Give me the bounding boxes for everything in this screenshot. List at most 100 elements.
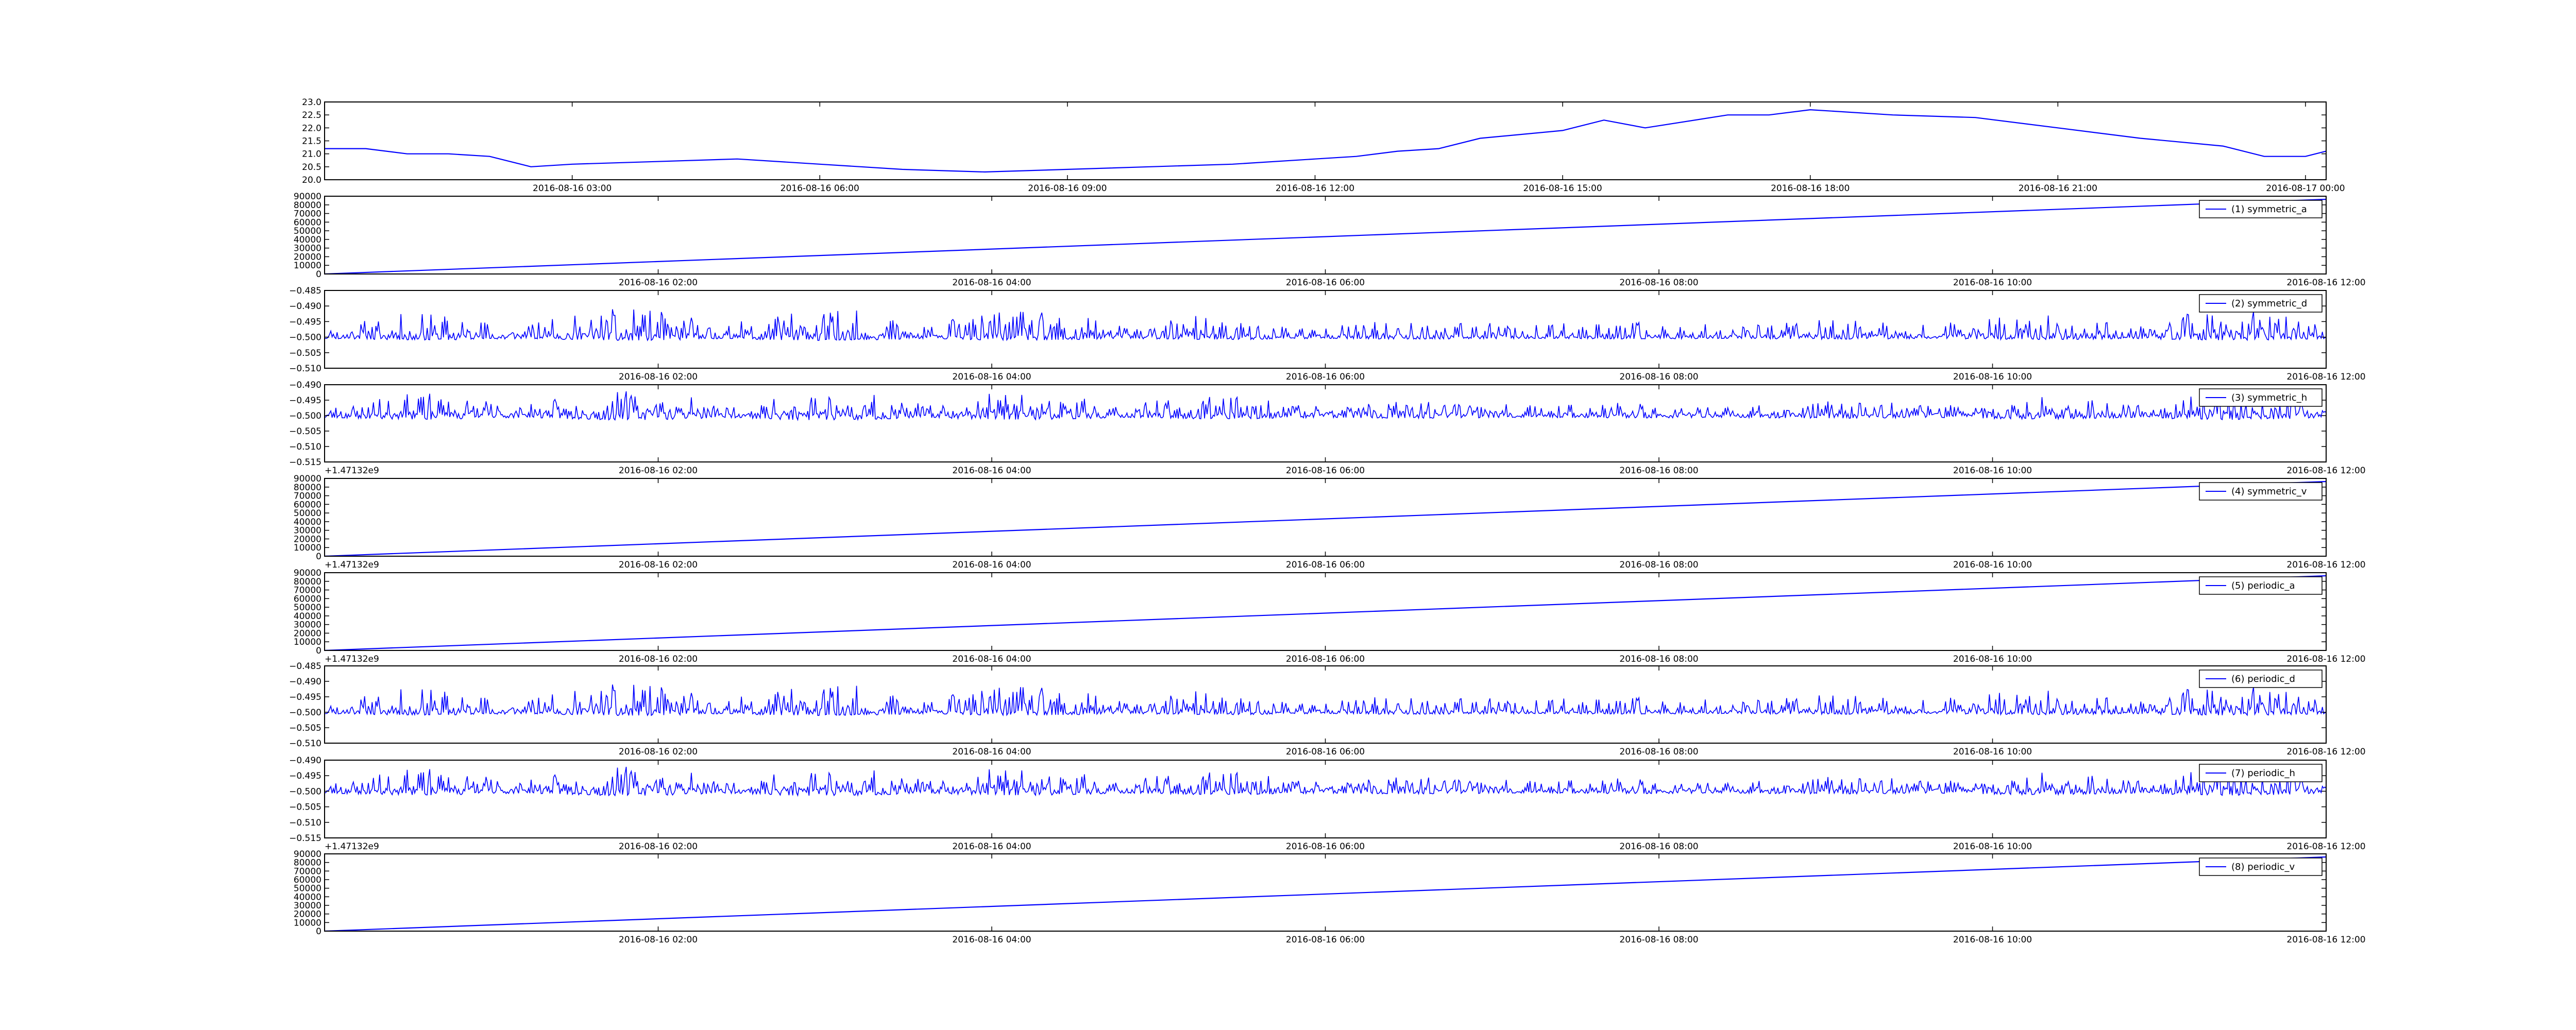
y-tick-label: −0.495 — [289, 692, 321, 702]
x-tick-label: 2016-08-16 06:00 — [1286, 372, 1365, 382]
y-tick-label: 0 — [316, 552, 321, 562]
series-line-symmetric_v — [324, 480, 2327, 557]
x-tick-label: 2016-08-16 06:00 — [781, 183, 859, 194]
y-tick-label: 21.5 — [302, 136, 321, 147]
y-tick-label: −0.490 — [289, 380, 321, 390]
x-tick-label: 2016-08-16 10:00 — [1953, 654, 2032, 664]
x-tick-label: 2016-08-16 04:00 — [952, 935, 1031, 945]
x-tick-label: 2016-08-16 10:00 — [1953, 747, 2032, 757]
legend-label: (7) periodic_h — [2231, 768, 2295, 779]
x-tick-label: 2016-08-16 21:00 — [2019, 183, 2097, 194]
legend-label: (6) periodic_d — [2231, 674, 2295, 684]
y-tick-label: 0 — [316, 269, 321, 280]
x-tick-label: 2016-08-16 06:00 — [1286, 747, 1365, 757]
legend: (8) periodic_v — [2199, 857, 2323, 876]
y-tick-label: −0.490 — [289, 756, 321, 766]
y-tick-label: 80000 — [294, 200, 321, 211]
x-offset-label: +1.47132e9 — [325, 654, 379, 664]
y-tick-label: 30000 — [294, 901, 321, 911]
legend-label: (1) symmetric_a — [2231, 204, 2307, 215]
subplot-periodic_v: 0100002000030000400005000060000700008000… — [294, 849, 2366, 945]
x-tick-label: 2016-08-16 08:00 — [1619, 935, 1698, 945]
y-tick-label: 22.0 — [302, 123, 321, 133]
x-tick-label: 2016-08-16 12:00 — [2286, 654, 2365, 664]
y-tick-label: 20000 — [294, 534, 321, 544]
x-tick-label: 2016-08-16 04:00 — [952, 842, 1031, 852]
x-offset-label: +1.47132e9 — [325, 560, 379, 570]
series-line-periodic_h — [324, 766, 2327, 797]
x-tick-label: 2016-08-16 02:00 — [619, 935, 698, 945]
axes-frame — [324, 760, 2327, 838]
legend: (5) periodic_a — [2199, 576, 2323, 595]
x-tick-label: 2016-08-16 08:00 — [1619, 747, 1698, 757]
x-tick-label: 2016-08-16 06:00 — [1286, 560, 1365, 570]
legend-label: (8) periodic_v — [2231, 862, 2295, 872]
x-tick-label: 2016-08-16 18:00 — [1771, 183, 1850, 194]
y-tick-label: 90000 — [294, 474, 321, 484]
y-tick-label: 50000 — [294, 603, 321, 613]
y-tick-label: −0.515 — [289, 457, 321, 468]
y-tick-label: −0.485 — [289, 286, 321, 296]
y-tick-label: 90000 — [294, 568, 321, 578]
y-tick-label: 40000 — [294, 611, 321, 622]
axes-frame — [324, 384, 2327, 462]
x-tick-label: 2016-08-16 06:00 — [1286, 466, 1365, 476]
y-tick-label: −0.510 — [289, 818, 321, 828]
y-tick-label: 60000 — [294, 594, 321, 604]
series-line-symmetric_a — [324, 198, 2327, 275]
x-tick-label: 2016-08-16 08:00 — [1619, 842, 1698, 852]
series-line-symmetric_h — [324, 391, 2327, 421]
subplot-periodic_a: 0100002000030000400005000060000700008000… — [294, 568, 2366, 664]
y-tick-label: −0.505 — [289, 348, 321, 358]
y-tick-label: 50000 — [294, 226, 321, 236]
y-tick-label: −0.500 — [289, 411, 321, 421]
legend: (2) symmetric_d — [2199, 294, 2323, 313]
x-tick-label: 2016-08-17 00:00 — [2266, 183, 2345, 194]
legend: (1) symmetric_a — [2199, 200, 2323, 218]
y-tick-label: 40000 — [294, 517, 321, 527]
y-tick-label: 50000 — [294, 884, 321, 894]
y-tick-label: −0.510 — [289, 364, 321, 374]
y-tick-label: 10000 — [294, 261, 321, 271]
x-tick-label: 2016-08-16 02:00 — [619, 747, 698, 757]
x-tick-label: 2016-08-16 12:00 — [2286, 747, 2365, 757]
x-tick-label: 2016-08-16 10:00 — [1953, 278, 2032, 288]
y-tick-label: 10000 — [294, 637, 321, 647]
y-tick-label: 40000 — [294, 235, 321, 245]
y-tick-label: −0.505 — [289, 802, 321, 813]
x-tick-label: 2016-08-16 02:00 — [619, 654, 698, 664]
y-tick-label: 20.5 — [302, 162, 321, 173]
x-tick-label: 2016-08-16 10:00 — [1953, 560, 2032, 570]
y-tick-label: 20000 — [294, 628, 321, 639]
x-tick-label: 2016-08-16 08:00 — [1619, 466, 1698, 476]
x-tick-label: 2016-08-16 04:00 — [952, 278, 1031, 288]
subplot-periodic_h: −0.515 −0.510 −0.505 −0.500 −0.495 −0.490 2016… — [289, 756, 2366, 852]
legend-label: (2) symmetric_d — [2231, 298, 2307, 309]
y-tick-label: −0.510 — [289, 739, 321, 749]
y-tick-label: 30000 — [294, 244, 321, 254]
x-tick-label: 2016-08-16 10:00 — [1953, 372, 2032, 382]
y-tick-label: 0 — [316, 926, 321, 937]
x-tick-label: 2016-08-16 12:00 — [2286, 560, 2365, 570]
x-tick-label: 2016-08-16 12:00 — [2286, 935, 2365, 945]
y-tick-label: 23.0 — [302, 97, 321, 108]
y-tick-label: 30000 — [294, 620, 321, 630]
subplot-symmetric_d: −0.510 −0.505 −0.500 −0.495 −0.490 −0.485 2016… — [289, 286, 2366, 382]
legend-label: (4) symmetric_v — [2231, 486, 2307, 497]
y-tick-label: 80000 — [294, 858, 321, 868]
legend: (4) symmetric_v — [2199, 482, 2323, 501]
x-tick-label: 2016-08-16 03:00 — [533, 183, 612, 194]
y-tick-label: −0.505 — [289, 426, 321, 437]
x-tick-label: 2016-08-16 12:00 — [2286, 372, 2365, 382]
x-tick-label: 2016-08-16 06:00 — [1286, 935, 1365, 945]
y-tick-label: −0.500 — [289, 333, 321, 343]
x-tick-label: 2016-08-16 04:00 — [952, 747, 1031, 757]
y-tick-label: −0.485 — [289, 661, 321, 672]
series-line-periodic_d — [324, 684, 2327, 717]
x-tick-label: 2016-08-16 12:00 — [1276, 183, 1354, 194]
x-tick-label: 2016-08-16 08:00 — [1619, 654, 1698, 664]
series-line-periodic_v — [324, 856, 2327, 932]
legend: (3) symmetric_h — [2199, 388, 2323, 407]
y-tick-label: 60000 — [294, 500, 321, 510]
y-tick-label: −0.515 — [289, 833, 321, 844]
